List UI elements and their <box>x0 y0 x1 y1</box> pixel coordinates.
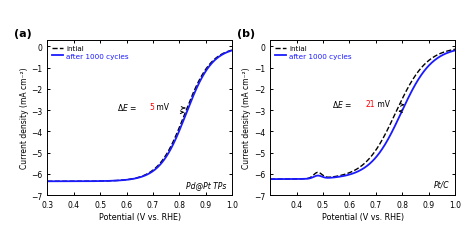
Text: Pd@Pt TPs: Pd@Pt TPs <box>186 180 227 189</box>
X-axis label: Potential (V vs. RHE): Potential (V vs. RHE) <box>99 212 181 221</box>
Text: $\Delta E$ =: $\Delta E$ = <box>118 102 138 113</box>
Text: (a): (a) <box>14 29 32 38</box>
Legend: intial, after 1000 cycles: intial, after 1000 cycles <box>274 44 353 61</box>
Text: (b): (b) <box>237 29 255 38</box>
Y-axis label: Current density (mA cm⁻²): Current density (mA cm⁻²) <box>19 67 28 169</box>
X-axis label: Potential (V vs. RHE): Potential (V vs. RHE) <box>321 212 404 221</box>
Legend: intial, after 1000 cycles: intial, after 1000 cycles <box>51 44 130 61</box>
Text: 5: 5 <box>149 103 154 112</box>
Text: mV: mV <box>375 100 390 109</box>
Text: $\Delta E$ =: $\Delta E$ = <box>332 99 353 110</box>
Text: Pt/C: Pt/C <box>434 180 449 189</box>
Text: mV: mV <box>155 103 169 112</box>
Y-axis label: Current density (mA cm⁻²): Current density (mA cm⁻²) <box>242 67 251 169</box>
Text: 21: 21 <box>365 100 375 109</box>
